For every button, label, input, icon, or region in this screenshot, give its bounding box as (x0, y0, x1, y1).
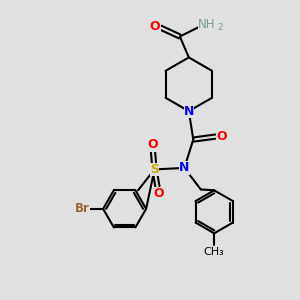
Text: N: N (179, 161, 190, 174)
Text: NH: NH (198, 18, 215, 31)
Text: S: S (150, 163, 159, 176)
Text: N: N (184, 105, 194, 118)
Text: O: O (148, 138, 158, 152)
Text: 2: 2 (218, 23, 223, 32)
Text: O: O (154, 187, 164, 200)
Text: O: O (216, 130, 227, 143)
Text: Br: Br (75, 202, 90, 215)
Text: CH₃: CH₃ (204, 247, 225, 257)
Text: O: O (150, 20, 160, 33)
